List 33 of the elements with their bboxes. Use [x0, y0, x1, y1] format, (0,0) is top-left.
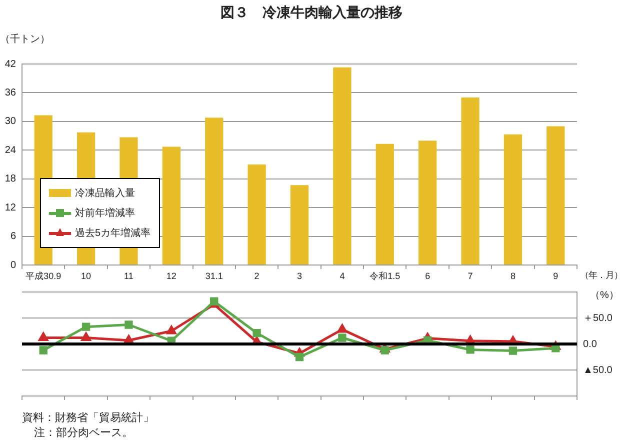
y-tick-label: 6 [10, 231, 16, 242]
x-tick-label: 令和1.5 [370, 270, 400, 281]
y-tick-label: 42 [4, 58, 16, 70]
y-tick-label: 30 [4, 116, 16, 128]
y-axis-title: （%） [590, 289, 619, 302]
y-tick-label: 36 [4, 87, 16, 98]
x-tick-label: 9 [553, 270, 558, 281]
y-tick-label: 0.0 [583, 338, 598, 350]
y-axis-title: （千トン） [0, 32, 50, 46]
x-tick-label: 12 [166, 270, 176, 281]
legend-label: 過去5カ年増減率 [75, 226, 151, 240]
y-tick-label: ＋50.0 [583, 312, 613, 324]
y-tick-label: 12 [4, 202, 16, 214]
legend-label: 対前年増減率 [75, 206, 135, 220]
x-tick-label: 10 [81, 270, 92, 281]
x-tick-label: 6 [425, 270, 430, 281]
x-tick-label: 31.1 [205, 270, 223, 281]
y-tick-label: 18 [4, 174, 16, 185]
x-tick-label: 2 [254, 270, 260, 281]
y-tick-label: ▲50.0 [583, 364, 613, 376]
x-tick-label: 4 [340, 270, 345, 281]
y-tick-label: 0 [10, 260, 16, 271]
chart-title: 図３ 冷凍牛肉輸入量の推移 [220, 4, 404, 22]
x-tick-label: 7 [468, 270, 473, 281]
legend-label: 冷凍品輸入量 [75, 186, 135, 200]
x-tick-label: 8 [510, 270, 516, 281]
x-tick-label: 3 [296, 270, 302, 281]
x-tick-label: 平成30.9 [26, 270, 62, 281]
text: 注：部分肉ベース。 [34, 426, 133, 440]
x-axis-title: （年．月） [580, 269, 622, 282]
x-tick-label: 11 [124, 270, 134, 281]
y-tick-label: 24 [4, 144, 16, 156]
text: 資料：財務省「貿易統計」 [22, 410, 154, 425]
